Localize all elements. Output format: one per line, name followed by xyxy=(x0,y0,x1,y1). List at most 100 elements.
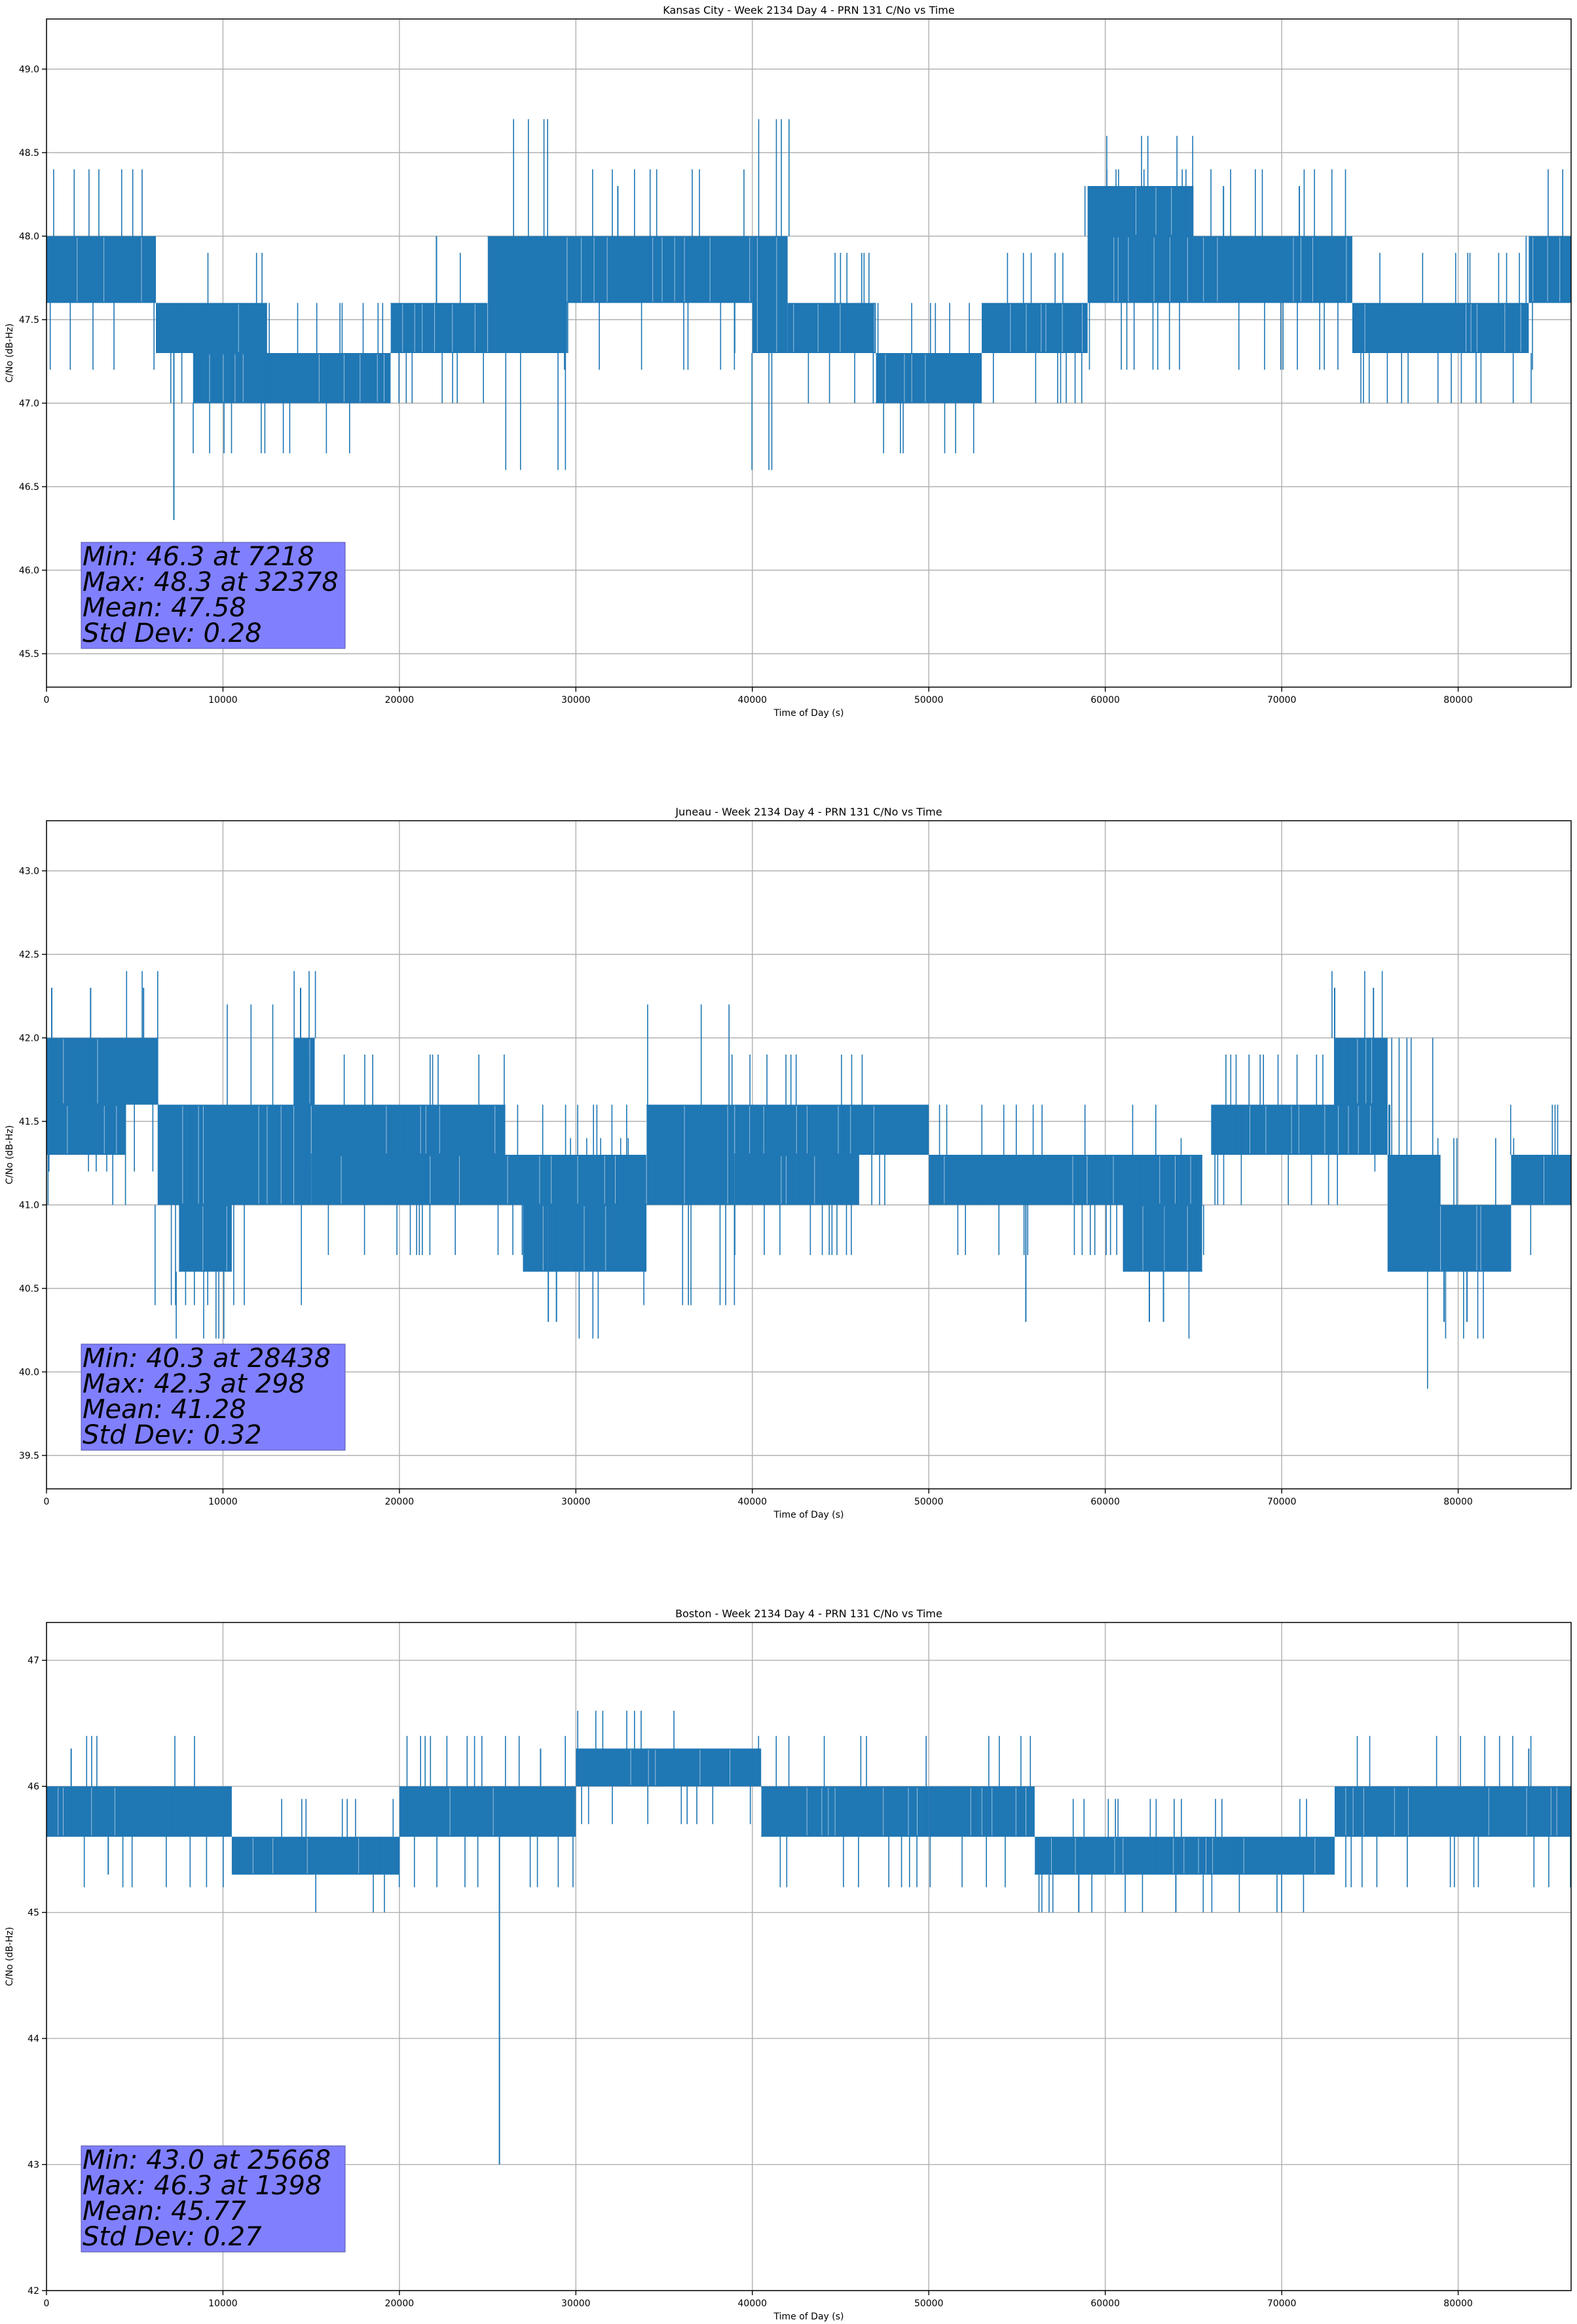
y-tick-label: 46 xyxy=(28,1782,39,1792)
stats-box xyxy=(81,542,346,649)
signal-band xyxy=(1034,1837,1335,1875)
signal-gap xyxy=(1440,1206,1481,1271)
y-tick-label: 42 xyxy=(28,2286,39,2296)
stats-box xyxy=(81,2145,346,2253)
x-tick-label: 70000 xyxy=(1267,695,1297,705)
x-tick-label: 80000 xyxy=(1443,2298,1473,2309)
x-tick-label: 10000 xyxy=(208,2298,238,2309)
y-tick-label: 40.5 xyxy=(19,1284,39,1294)
x-tick-label: 60000 xyxy=(1090,2298,1120,2309)
stats-line: Mean: 45.77 xyxy=(83,2196,246,2226)
chart-panel-2: Juneau - Week 2134 Day 4 - PRN 131 C/No … xyxy=(5,806,1572,1520)
signal-jitter xyxy=(398,1736,574,1888)
signal-gap xyxy=(781,1156,815,1204)
signal-jitter xyxy=(1038,1799,1307,1913)
signal-gap xyxy=(630,1750,731,1786)
signal-band xyxy=(193,353,267,403)
signal-gap xyxy=(1345,1788,1557,1836)
x-tick-label: 10000 xyxy=(208,695,238,705)
y-tick-label: 47.5 xyxy=(19,315,39,326)
x-tick-label: 20000 xyxy=(385,695,415,705)
signal-gap xyxy=(734,1106,874,1153)
x-tick-label: 70000 xyxy=(1267,1497,1297,1507)
x-tick-label: 60000 xyxy=(1090,1497,1120,1507)
signal-band xyxy=(761,1786,929,1837)
stats-line: Min: 43.0 at 25668 xyxy=(83,2145,331,2175)
signal-gap xyxy=(1136,187,1172,235)
signal-gap xyxy=(760,1788,918,1836)
signal-jitter xyxy=(267,303,388,453)
signal-band xyxy=(1529,236,1571,303)
signal-band xyxy=(1211,1104,1388,1155)
signal-jitter xyxy=(758,1736,931,1888)
signal-gap xyxy=(970,1788,1026,1836)
x-axis-label: Time of Day (s) xyxy=(773,2312,844,2322)
x-tick-label: 30000 xyxy=(561,695,591,705)
x-tick-label: 40000 xyxy=(738,695,768,705)
signal-jitter xyxy=(1510,1104,1570,1255)
signal-band xyxy=(157,1104,312,1205)
signal-jitter xyxy=(564,169,745,370)
x-tick-label: 70000 xyxy=(1267,2298,1297,2309)
signal-jitter xyxy=(1331,971,1390,1172)
signal-band xyxy=(1334,1038,1388,1105)
signal-band xyxy=(231,1837,399,1875)
signal-gap xyxy=(310,1106,496,1153)
signal-band xyxy=(46,1786,232,1837)
signal-band xyxy=(523,1205,647,1272)
signal-jitter xyxy=(978,253,1083,403)
signal-band xyxy=(646,1104,735,1205)
signal-band xyxy=(1122,1205,1202,1272)
stats-line: Min: 46.3 at 7218 xyxy=(83,542,314,572)
axes-frame xyxy=(46,1622,1572,2291)
x-tick-label: 50000 xyxy=(914,2298,944,2309)
signal-gap xyxy=(182,1106,295,1204)
x-tick-label: 20000 xyxy=(385,2298,415,2309)
x-tick-label: 50000 xyxy=(914,695,944,705)
plot-area xyxy=(46,821,1571,1489)
signal-band xyxy=(1387,1155,1441,1272)
signal-jitter xyxy=(176,1138,231,1339)
signal-gap xyxy=(566,237,751,302)
axes-frame xyxy=(46,18,1572,688)
x-tick-label: 0 xyxy=(44,2298,50,2309)
signal-gap xyxy=(341,1156,616,1204)
chart-panel-3: Boston - Week 2134 Day 4 - PRN 131 C/No … xyxy=(5,1607,1572,2322)
x-tick-label: 0 xyxy=(44,1497,50,1507)
signal-gap xyxy=(193,354,244,402)
chart-title: Kansas City - Week 2134 Day 4 - PRN 131 … xyxy=(663,4,954,16)
x-tick-label: 10000 xyxy=(208,1497,238,1507)
y-axis-label: C/No (dB-Hz) xyxy=(5,1927,15,1986)
y-tick-label: 41.0 xyxy=(19,1201,39,1211)
signal-band xyxy=(267,353,391,403)
plot-area xyxy=(46,1622,1571,2291)
signal-gap xyxy=(944,1156,1088,1204)
stats-line: Mean: 41.28 xyxy=(83,1395,246,1425)
signal-band xyxy=(876,353,982,403)
signal-gap xyxy=(1010,304,1083,352)
signal-gap xyxy=(1034,1838,1316,1873)
y-axis-label: C/No (dB-Hz) xyxy=(5,324,15,383)
y-tick-label: 46.0 xyxy=(19,566,39,576)
signal-jitter xyxy=(193,303,266,453)
y-tick-label: 45.5 xyxy=(19,649,39,660)
signal-jitter xyxy=(1525,169,1563,370)
stats-line: Max: 48.3 at 32378 xyxy=(83,567,339,597)
y-axis-label: C/No (dB-Hz) xyxy=(5,1125,15,1184)
signal-band xyxy=(293,1038,315,1105)
signal-gap xyxy=(390,304,475,352)
signal-band xyxy=(1352,303,1529,353)
x-tick-label: 40000 xyxy=(738,2298,768,2309)
signal-gap xyxy=(77,237,142,302)
signal-band xyxy=(487,236,567,353)
y-tick-label: 39.5 xyxy=(19,1451,39,1461)
x-tick-label: 60000 xyxy=(1090,695,1120,705)
signal-gap xyxy=(58,1788,115,1836)
signal-jitter xyxy=(1128,1138,1196,1339)
signal-band xyxy=(982,303,1088,353)
stats-line: Min: 40.3 at 28438 xyxy=(83,1343,331,1374)
signal-jitter xyxy=(1391,1038,1434,1389)
signal-jitter xyxy=(1345,1736,1571,1888)
chart-title: Boston - Week 2134 Day 4 - PRN 131 C/No … xyxy=(675,1607,942,1620)
